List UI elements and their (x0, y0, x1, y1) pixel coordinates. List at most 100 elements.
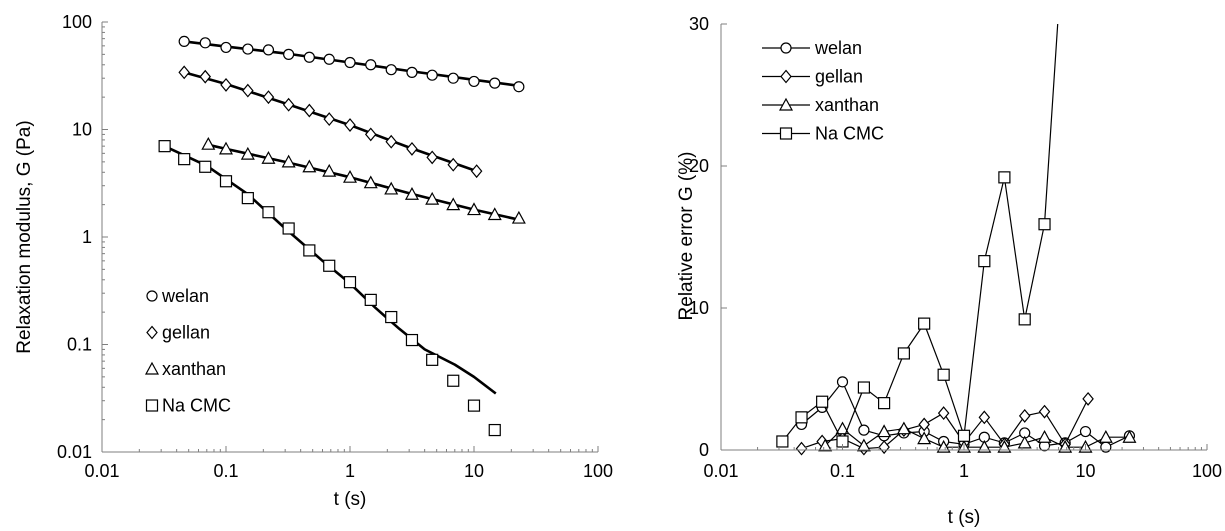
left-point-welan (303, 51, 315, 63)
left-point-xanthan (446, 197, 461, 211)
right-legend-marker-welan (780, 42, 792, 54)
left-legend-label: gellan (162, 323, 210, 343)
left-point-na-cmc (385, 310, 398, 324)
left-point-xanthan (302, 159, 317, 173)
right-point-gellan (795, 441, 808, 456)
left-point-na-cmc (178, 153, 191, 166)
left-point-xanthan (281, 154, 296, 168)
left-point-xanthan (342, 169, 358, 183)
right-y-tick-label: 30 (689, 14, 709, 34)
left-point-na-cmc (282, 222, 295, 235)
right-line-xanthan (824, 427, 1130, 448)
right-y-axis-label: Relative error G (%) (676, 152, 697, 321)
left-series-welan (178, 35, 525, 93)
relaxation-modulus-chart: 0.01 0.1 1 10 100 0.01 0.1 1 10 100 t (s) Relaxat… (14, 12, 613, 510)
left-point-gellan (303, 103, 316, 118)
right-legend-label: xanthan (815, 95, 879, 115)
right-point-na-cmc (878, 397, 891, 410)
left-point-na-cmc (199, 160, 212, 173)
left-x-tick-label: 0.1 (213, 461, 238, 481)
left-point-na-cmc (364, 293, 377, 306)
right-point-na-cmc (978, 255, 991, 268)
left-legend-label: welan (161, 286, 209, 306)
right-point-xanthan (1037, 429, 1052, 443)
right-legend-label: Na CMC (815, 124, 884, 144)
right-point-gellan (1018, 408, 1031, 423)
right-point-xanthan (1058, 439, 1073, 453)
left-y-tick-label: 10 (72, 120, 92, 140)
left-point-xanthan (384, 181, 399, 195)
left-y-axis-label: Relaxation modulus, G (Pa) (14, 120, 35, 353)
left-point-xanthan (261, 151, 276, 164)
left-x-axis-label: t (s) (334, 489, 367, 510)
left-point-xanthan (404, 186, 419, 200)
left-point-na-cmc (343, 276, 357, 289)
left-series-gellan (178, 65, 483, 179)
right-point-xanthan (877, 424, 892, 438)
left-series-xanthan (201, 136, 526, 224)
left-point-welan (513, 81, 525, 93)
right-point-na-cmc (897, 347, 910, 360)
right-point-xanthan (917, 431, 932, 445)
right-point-gellan (878, 440, 890, 455)
left-point-gellan (426, 150, 438, 165)
right-series-xanthan (818, 421, 1137, 453)
right-point-na-cmc (795, 411, 808, 424)
left-point-gellan (242, 83, 254, 98)
right-x-tick-label: 1 (959, 461, 969, 481)
left-x-tick-label: 100 (583, 461, 613, 481)
left-legend-marker-xanthan (144, 361, 160, 375)
right-point-xanthan (977, 439, 992, 453)
right-x-tick-label: 10 (1075, 461, 1095, 481)
right-legend: welan gellan xanthan Na CMC (762, 38, 884, 144)
left-fit-line-gellan (183, 71, 478, 173)
left-point-welan (242, 43, 254, 55)
left-point-na-cmc (262, 206, 275, 219)
left-point-welan (406, 66, 418, 78)
right-y-tick-label: 20 (689, 156, 709, 176)
left-point-gellan (262, 90, 275, 105)
right-point-welan (858, 424, 870, 436)
left-point-gellan (323, 112, 336, 127)
left-point-xanthan (218, 141, 234, 155)
left-point-welan (344, 56, 356, 69)
left-x-tick-label: 1 (345, 461, 355, 481)
left-point-gellan (199, 69, 212, 84)
left-point-welan (323, 53, 335, 65)
right-point-xanthan (1017, 435, 1032, 449)
right-point-xanthan (896, 421, 911, 435)
right-point-na-cmc (816, 395, 829, 408)
right-y-tick-label: 0 (699, 440, 709, 460)
right-point-na-cmc (1018, 313, 1031, 326)
left-point-gellan (282, 97, 295, 112)
left-point-na-cmc (219, 175, 233, 188)
left-legend-marker-gellan (146, 325, 158, 340)
left-legend-marker-welan (146, 290, 158, 302)
left-point-welan (385, 64, 397, 76)
left-point-na-cmc (447, 374, 460, 387)
left-point-welan (283, 48, 295, 60)
right-legend-marker-gellan (780, 69, 792, 84)
left-legend-label: Na CMC (162, 396, 231, 416)
right-point-xanthan (835, 421, 850, 435)
right-line-na-cmc (781, 24, 1059, 443)
relative-error-chart: 0.01 0.1 1 10 100 0 10 20 30 t (s) Relative erro… (676, 14, 1222, 528)
left-point-gellan (178, 65, 190, 80)
left-point-xanthan (425, 191, 440, 205)
right-point-na-cmc (957, 429, 971, 442)
left-point-welan (220, 41, 232, 54)
left-point-xanthan (322, 163, 337, 177)
right-legend-label: gellan (815, 67, 863, 87)
right-x-tick-label: 100 (1192, 461, 1222, 481)
left-point-welan (447, 72, 459, 84)
left-point-na-cmc (158, 140, 171, 153)
left-point-gellan (220, 77, 232, 92)
right-legend-marker-na-cmc (779, 127, 793, 140)
left-legend: welan gellan xanthan Na CMC (144, 286, 231, 416)
left-x-tick-label: 0.01 (84, 461, 119, 481)
right-point-welan (1100, 441, 1112, 453)
right-point-na-cmc (937, 368, 950, 381)
left-point-gellan (385, 134, 398, 149)
right-point-gellan (978, 410, 991, 425)
left-series-na-cmc (158, 140, 501, 437)
